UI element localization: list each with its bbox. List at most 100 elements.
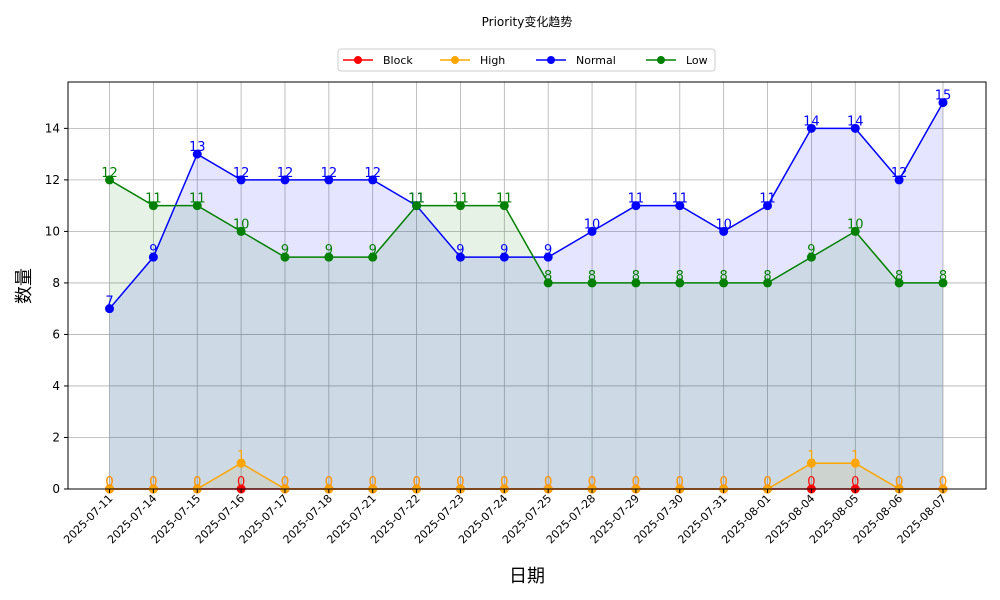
point-normal (587, 226, 597, 236)
legend-marker-low (657, 56, 665, 64)
data-label-normal: 10 (715, 217, 732, 232)
point-normal (324, 175, 334, 185)
data-label-block: 0 (720, 475, 728, 490)
data-label-block: 0 (281, 475, 289, 490)
legend: Block High Normal Low (337, 48, 716, 72)
data-label-high: 0 (939, 475, 947, 490)
data-label-block: 0 (456, 475, 464, 490)
data-label-high: 0 (325, 475, 333, 490)
data-label-block: 0 (676, 475, 684, 490)
data-label-block: 0 (325, 475, 333, 490)
data-label-normal: 12 (233, 166, 250, 181)
data-label-high: 0 (544, 475, 552, 490)
data-label-low: 12 (101, 166, 118, 181)
data-label-high: 0 (500, 475, 508, 490)
data-label-low: 8 (588, 269, 596, 284)
point-normal (105, 304, 114, 314)
data-label-low: 11 (452, 192, 469, 207)
data-label-block: 0 (632, 475, 640, 490)
data-label-high: 1 (851, 449, 859, 464)
point-low (543, 278, 553, 288)
point-high (236, 458, 246, 468)
point-low (938, 278, 948, 288)
point-normal (236, 175, 246, 185)
data-label-normal: 9 (500, 243, 508, 258)
data-label-block: 0 (895, 475, 903, 490)
data-label-normal: 9 (456, 243, 464, 258)
data-label-normal: 11 (628, 192, 645, 207)
data-label-low: 8 (720, 269, 728, 284)
grid (68, 82, 986, 490)
legend-label-normal: Normal (576, 54, 616, 67)
data-label-low: 8 (544, 269, 552, 284)
point-high (806, 458, 816, 468)
data-label-normal: 13 (189, 140, 206, 155)
point-low (192, 201, 202, 211)
point-normal (938, 98, 948, 108)
point-normal (675, 201, 685, 211)
data-label-low: 11 (496, 192, 513, 207)
data-label-normal: 12 (891, 166, 908, 181)
data-label-normal: 12 (321, 166, 338, 181)
data-label-block: 0 (369, 475, 377, 490)
line-low (109, 179, 943, 284)
data-label-normal: 7 (105, 295, 113, 310)
point-low (455, 201, 465, 211)
point-normal (148, 252, 158, 262)
data-labels: 0 0 0 0 0 0 0 0 0 0 0 0 0 0 0 0 0 0 0 00 0 010 0 0 0 0 0 0 0 0 0 0 01 10 0… (101, 89, 951, 490)
data-label-block: 0 (412, 475, 420, 490)
point-low (412, 201, 422, 211)
data-label-normal: 9 (544, 243, 552, 258)
data-label-normal: 10 (584, 217, 601, 232)
y-tick-label: 2 (52, 430, 60, 444)
plot-frame (67, 81, 987, 490)
y-tick-label: 14 (45, 121, 60, 135)
data-label-high: 0 (763, 475, 771, 490)
point-low (105, 175, 114, 185)
point-low (675, 278, 685, 288)
data-label-normal: 12 (277, 166, 294, 181)
chart-title: Priority变化趋势 (482, 14, 573, 29)
data-label-high: 1 (807, 449, 815, 464)
legend-box (337, 48, 716, 72)
area-normal (109, 102, 943, 489)
data-label-normal: 9 (149, 243, 157, 258)
data-label-high: 0 (149, 475, 157, 490)
data-label-block: 0 (544, 475, 552, 490)
point-low (236, 226, 246, 236)
point-low (850, 226, 860, 236)
point-normal (719, 226, 729, 236)
data-label-high: 0 (588, 475, 596, 490)
y-axis-ticks: 0 2 4 6 8 10 12 14 (45, 121, 68, 496)
data-label-block: 0 (851, 475, 859, 490)
point-normal (763, 201, 773, 211)
data-label-block: 0 (500, 475, 508, 490)
data-label-low: 8 (939, 269, 947, 284)
data-label-high: 0 (632, 475, 640, 490)
y-tick-label: 0 (52, 482, 60, 496)
data-label-normal: 15 (935, 89, 952, 104)
data-label-low: 10 (847, 217, 864, 232)
legend-label-low: Low (686, 54, 708, 67)
point-normal (543, 252, 553, 262)
y-tick-label: 10 (45, 224, 60, 238)
data-label-low: 8 (763, 269, 771, 284)
y-tick-label: 4 (52, 379, 60, 393)
legend-label-block: Block (383, 54, 413, 67)
data-label-block: 0 (588, 475, 596, 490)
data-label-block: 0 (149, 475, 157, 490)
data-label-high: 0 (895, 475, 903, 490)
point-normal (631, 201, 641, 211)
data-label-high: 0 (281, 475, 289, 490)
data-label-low: 8 (676, 269, 684, 284)
legend-label-high: High (480, 54, 505, 67)
data-label-high: 0 (720, 475, 728, 490)
data-label-high: 0 (456, 475, 464, 490)
point-normal (806, 123, 816, 133)
data-label-low: 8 (895, 269, 903, 284)
data-label-high: 1 (237, 449, 245, 464)
point-normal (280, 175, 290, 185)
y-axis-label: 数量 (14, 268, 35, 304)
point-low (806, 252, 816, 262)
